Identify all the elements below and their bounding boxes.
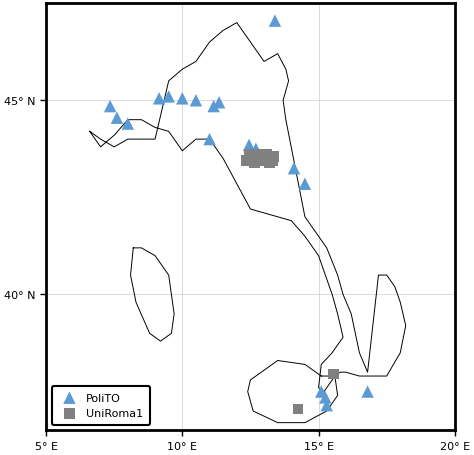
PoliTO	[210, 103, 218, 111]
PoliTO	[321, 394, 329, 401]
UniRoma1	[251, 159, 258, 167]
PoliTO	[271, 18, 279, 25]
UniRoma1	[252, 154, 260, 161]
PoliTO	[323, 402, 330, 409]
PoliTO	[364, 388, 371, 395]
PoliTO	[249, 156, 257, 163]
PoliTO	[179, 96, 186, 103]
PoliTO	[206, 136, 213, 143]
UniRoma1	[294, 405, 302, 413]
UniRoma1	[243, 157, 250, 165]
UniRoma1	[330, 371, 337, 378]
UniRoma1	[264, 156, 272, 163]
UniRoma1	[262, 157, 269, 165]
UniRoma1	[263, 152, 271, 159]
PoliTO	[155, 96, 163, 103]
UniRoma1	[268, 157, 276, 165]
PoliTO	[165, 94, 173, 101]
UniRoma1	[256, 152, 264, 159]
UniRoma1	[246, 154, 254, 161]
UniRoma1	[249, 157, 257, 165]
PoliTO	[124, 121, 132, 128]
PoliTO	[192, 97, 200, 105]
UniRoma1	[257, 156, 265, 163]
UniRoma1	[260, 154, 268, 161]
UniRoma1	[266, 159, 273, 167]
PoliTO	[318, 388, 325, 395]
PoliTO	[252, 146, 260, 153]
UniRoma1	[270, 154, 277, 161]
UniRoma1	[254, 156, 261, 163]
UniRoma1	[245, 152, 253, 159]
PoliTO	[113, 115, 121, 122]
UniRoma1	[255, 157, 263, 165]
PoliTO	[290, 165, 298, 172]
Legend: PoliTO, UniRoma1: PoliTO, UniRoma1	[52, 386, 150, 425]
PoliTO	[215, 99, 223, 106]
PoliTO	[301, 181, 309, 188]
PoliTO	[245, 142, 253, 149]
PoliTO	[106, 103, 114, 111]
UniRoma1	[248, 156, 255, 163]
PoliTO	[248, 150, 255, 157]
